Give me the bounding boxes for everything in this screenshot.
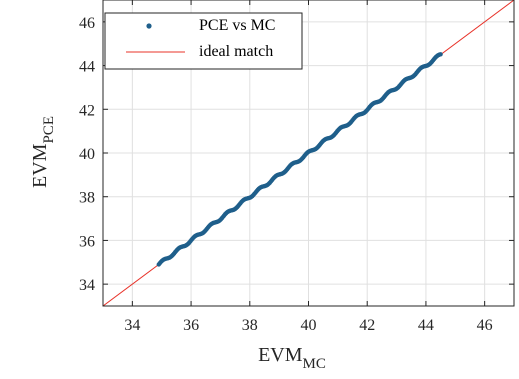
legend-box <box>104 12 303 70</box>
y-tick-labels: 34 36 38 40 42 44 46 <box>79 15 95 294</box>
y-tick-label: 34 <box>79 277 95 294</box>
x-tick-labels: 34 36 38 40 42 44 46 <box>124 317 492 334</box>
legend-label-pce-vs-mc: PCE vs MC <box>199 17 275 34</box>
x-tick-label: 34 <box>124 317 140 334</box>
x-axis-label-main: EVM <box>258 344 303 366</box>
scatter-points <box>156 52 443 267</box>
x-tick-label: 44 <box>418 317 434 334</box>
y-tick-label: 36 <box>79 233 95 250</box>
y-tick-label: 44 <box>79 59 95 76</box>
y-tick-label: 40 <box>79 146 95 163</box>
y-axis-label-main: EVM <box>29 143 51 188</box>
x-tick-label: 42 <box>359 317 375 334</box>
x-tick-label: 36 <box>183 317 199 334</box>
legend-label-ideal-match: ideal match <box>199 43 273 60</box>
x-tick-label: 38 <box>242 317 258 334</box>
x-tick-label: 40 <box>301 317 317 334</box>
legend: PCE vs MC ideal match <box>104 12 303 70</box>
y-tick-label: 46 <box>79 15 95 32</box>
y-axis-label: EVMPCE <box>29 116 57 188</box>
x-tick-label: 46 <box>477 317 493 334</box>
x-axis-label: EVMMC <box>258 344 326 372</box>
y-tick-label: 42 <box>79 102 95 119</box>
legend-marker-pce-vs-mc <box>146 23 152 29</box>
y-axis-label-sub: PCE <box>41 116 57 144</box>
scatter-point <box>438 52 443 57</box>
x-axis-label-sub: MC <box>303 356 326 372</box>
y-tick-label: 38 <box>79 190 95 207</box>
